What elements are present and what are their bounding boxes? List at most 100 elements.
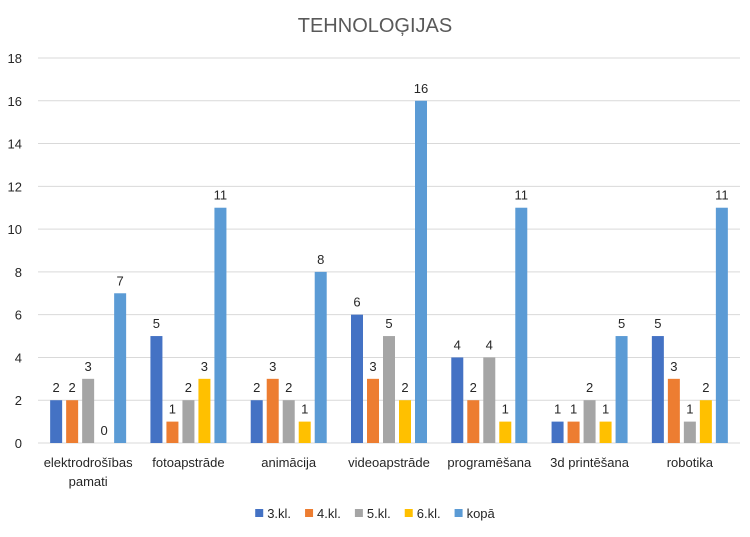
data-label: 5 — [385, 316, 392, 331]
x-category-label: programēšana — [447, 455, 532, 470]
legend-swatch — [305, 509, 314, 517]
x-category-label: robotika — [667, 455, 714, 470]
data-label: 2 — [69, 380, 76, 395]
bar — [367, 378, 379, 443]
data-label: 3 — [201, 359, 208, 374]
data-label: 3 — [369, 359, 376, 374]
bar — [483, 357, 496, 443]
bar — [599, 421, 612, 443]
bar — [667, 378, 680, 443]
data-label: 3 — [85, 359, 92, 374]
data-label: 7 — [117, 273, 124, 288]
bar — [282, 400, 295, 443]
y-tick-label: 10 — [8, 222, 22, 237]
legend-label: 4.kl. — [317, 506, 341, 521]
bar — [82, 378, 95, 443]
data-label: 5 — [153, 316, 160, 331]
bar — [214, 207, 227, 443]
data-label: 1 — [602, 402, 609, 417]
y-tick-label: 12 — [8, 179, 22, 194]
y-tick-label: 8 — [15, 265, 22, 280]
data-label: 0 — [101, 423, 108, 438]
data-label: 1 — [169, 402, 176, 417]
bar — [182, 400, 195, 443]
data-label: 1 — [570, 402, 577, 417]
x-category-label: videoapstrāde — [348, 455, 430, 470]
x-category-label: elektrodrošības pamati — [44, 455, 133, 489]
bar — [399, 400, 411, 443]
legend-swatch — [454, 509, 463, 517]
data-label: 5 — [618, 316, 625, 331]
legend-label: kopā — [467, 506, 496, 521]
y-tick-label: 14 — [8, 137, 22, 152]
bar — [166, 421, 179, 443]
data-label: 11 — [214, 188, 228, 203]
legend: 3.kl. 4.kl. 5.kl. 6.kl. kopā — [255, 506, 496, 521]
legend-label: 6.kl. — [417, 506, 441, 521]
data-label: 2 — [586, 380, 593, 395]
data-label: 3 — [670, 359, 677, 374]
data-label: 6 — [353, 295, 360, 310]
bar — [298, 421, 311, 443]
data-label: 3 — [269, 359, 276, 374]
data-label: 11 — [715, 188, 729, 203]
y-tick-label: 4 — [15, 350, 22, 365]
data-label: 1 — [686, 402, 693, 417]
y-tick-label: 16 — [8, 94, 22, 109]
bar — [683, 421, 696, 443]
x-axis: elektrodrošības pamati fotoapstrāde animāci… — [44, 455, 714, 489]
x-category-label: fotoapstrāde — [152, 455, 224, 470]
bar — [114, 293, 127, 443]
bar — [467, 400, 480, 443]
y-tick-label: 0 — [15, 436, 22, 451]
legend-label: 5.kl. — [367, 506, 391, 521]
data-label: 2 — [470, 380, 477, 395]
bar — [383, 336, 395, 443]
data-label: 4 — [486, 337, 493, 352]
data-label: 2 — [702, 380, 709, 395]
bar — [715, 207, 728, 443]
data-label: 2 — [253, 380, 260, 395]
bar — [266, 378, 279, 443]
bar — [567, 421, 580, 443]
y-tick-label: 18 — [8, 51, 22, 66]
data-label: 5 — [654, 316, 661, 331]
y-tick-label: 2 — [15, 393, 22, 408]
data-label: 2 — [401, 380, 408, 395]
legend-swatch — [404, 509, 413, 517]
bar — [250, 400, 263, 443]
bar — [198, 378, 211, 443]
bar — [499, 421, 512, 443]
data-label: 1 — [554, 402, 561, 417]
bar — [66, 400, 79, 443]
bar — [583, 400, 596, 443]
bar — [50, 400, 63, 443]
bar — [551, 421, 564, 443]
data-label: 8 — [317, 252, 324, 267]
data-label: 1 — [301, 402, 308, 417]
bar — [314, 271, 327, 443]
bar — [150, 336, 163, 443]
data-label: 2 — [285, 380, 292, 395]
data-label: 16 — [414, 81, 428, 96]
bar — [651, 336, 664, 443]
legend-swatch — [255, 509, 264, 517]
bars — [50, 100, 728, 444]
bar — [451, 357, 464, 443]
y-axis: 0 2 4 6 8 10 12 14 16 18 — [8, 51, 22, 451]
legend-label: 3.kl. — [267, 506, 291, 521]
bar — [415, 100, 427, 444]
data-label: 4 — [454, 337, 461, 352]
bar — [699, 400, 712, 443]
data-label: 11 — [515, 188, 529, 203]
x-category-label: animācija — [261, 455, 317, 470]
x-category-label: 3d printēšana — [550, 455, 630, 470]
y-tick-label: 6 — [15, 308, 22, 323]
data-label: 2 — [185, 380, 192, 395]
data-label: 1 — [502, 402, 509, 417]
legend-swatch — [354, 509, 363, 517]
bar — [615, 336, 628, 443]
bar — [351, 314, 363, 443]
